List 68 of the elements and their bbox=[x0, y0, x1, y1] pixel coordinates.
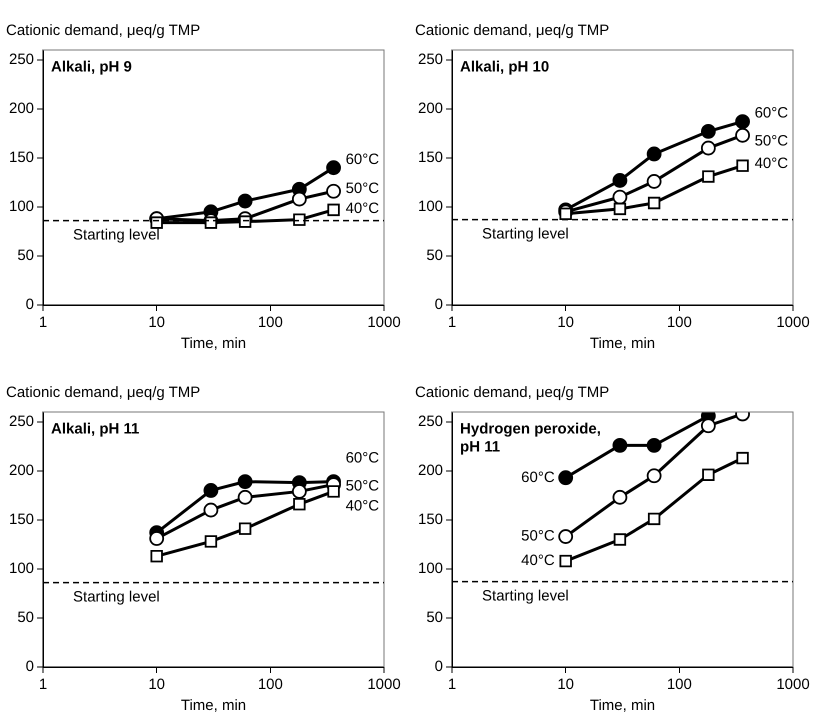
y-tick-label: 150 bbox=[8, 511, 34, 528]
x-axis-title: Time, min bbox=[180, 335, 246, 352]
x-tick-label: 1 bbox=[448, 314, 456, 332]
x-tick-label: 10 bbox=[148, 676, 166, 694]
ref-line-label: Starting level bbox=[482, 587, 569, 604]
series-label: 60°C bbox=[521, 468, 555, 486]
y-tick-label: 50 bbox=[17, 609, 34, 626]
y-axis-title: Cationic demand, μeq/g TMP bbox=[415, 22, 610, 40]
y-axis-title: Cationic demand, μeq/g TMP bbox=[415, 384, 610, 402]
series-label: 50°C bbox=[346, 180, 380, 197]
series-label: 40°C bbox=[521, 552, 555, 570]
y-tick-label: 250 bbox=[418, 50, 444, 68]
x-tick-label: 1000 bbox=[776, 314, 810, 332]
x-tick-label: 1 bbox=[38, 314, 48, 332]
y-tick-label: 50 bbox=[426, 247, 444, 264]
y-tick-label: 100 bbox=[8, 560, 34, 578]
series-label: 50°C bbox=[754, 132, 788, 150]
x-axis-title: Time, min bbox=[590, 697, 656, 714]
y-tick-label: 250 bbox=[8, 50, 34, 68]
y-tick-label: 0 bbox=[26, 658, 34, 676]
y-tick-label: 150 bbox=[418, 511, 444, 528]
y-tick-label: 250 bbox=[418, 412, 444, 430]
y-tick-label: 200 bbox=[418, 100, 444, 117]
y-tick-label: 0 bbox=[434, 658, 444, 676]
x-tick-label: 10 bbox=[148, 314, 166, 332]
x-tick-label: 1000 bbox=[367, 314, 401, 332]
y-tick-label: 100 bbox=[418, 198, 444, 216]
y-tick-label: 0 bbox=[434, 296, 444, 314]
x-tick-label: 100 bbox=[258, 314, 283, 332]
x-tick-label: 1000 bbox=[776, 676, 810, 694]
text: Alkali, pH 10 bbox=[460, 58, 550, 76]
ref-line-label: Starting level bbox=[73, 588, 160, 606]
series-label: 60°C bbox=[346, 450, 380, 467]
x-tick-label: 100 bbox=[666, 314, 692, 332]
text: Alkali, pH 9 bbox=[51, 58, 132, 76]
y-tick-label: 100 bbox=[8, 198, 34, 216]
y-tick-label: 150 bbox=[8, 149, 34, 166]
ref-line-label: Starting level bbox=[482, 225, 569, 242]
x-axis-title: Time, min bbox=[180, 697, 246, 714]
y-tick-label: 200 bbox=[8, 462, 34, 479]
y-tick-label: 200 bbox=[418, 462, 444, 479]
text: Alkali, pH 11 bbox=[51, 420, 140, 438]
x-tick-label: 1000 bbox=[367, 676, 401, 694]
text: Hydrogen peroxide, pH 11 bbox=[460, 420, 601, 456]
x-tick-label: 1 bbox=[38, 676, 48, 694]
series-label: 50°C bbox=[346, 478, 380, 495]
x-axis-title: Time, min bbox=[590, 335, 656, 352]
series-label: 60°C bbox=[346, 150, 380, 168]
x-tick-label: 10 bbox=[557, 676, 574, 694]
y-tick-label: 250 bbox=[8, 412, 34, 430]
series-label: 40°C bbox=[346, 200, 380, 217]
x-tick-label: 100 bbox=[666, 676, 692, 694]
x-tick-label: 10 bbox=[557, 314, 574, 332]
y-tick-label: 200 bbox=[8, 100, 34, 117]
y-tick-label: 100 bbox=[418, 560, 444, 578]
y-axis-title: Cationic demand, μeq/g TMP bbox=[6, 384, 200, 402]
y-tick-label: 150 bbox=[418, 149, 444, 166]
series-label: 50°C bbox=[521, 528, 555, 545]
y-tick-label: 50 bbox=[17, 247, 34, 264]
x-tick-label: 1 bbox=[448, 676, 456, 694]
y-tick-label: 0 bbox=[26, 296, 34, 314]
y-axis-title: Cationic demand, μeq/g TMP bbox=[6, 22, 200, 40]
series-label: 60°C bbox=[754, 104, 788, 122]
x-tick-label: 100 bbox=[258, 676, 283, 694]
y-tick-label: 50 bbox=[426, 609, 444, 626]
series-label: 40°C bbox=[346, 498, 380, 515]
series-label: 40°C bbox=[754, 154, 788, 172]
ref-line-label: Starting level bbox=[73, 226, 160, 244]
